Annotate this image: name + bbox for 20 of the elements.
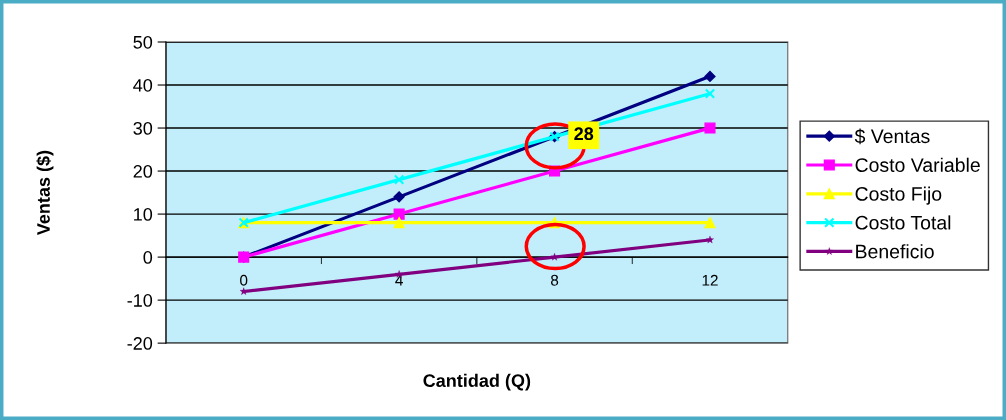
y-tick-label: 40 [133,78,153,92]
y-tick-label: -20 [127,337,153,350]
x-tick-label: 0 [240,274,248,286]
y-tick-label: -10 [127,294,153,307]
x-axis-title: Cantidad (Q) [423,373,531,391]
y-tick-label: 20 [133,164,153,178]
y-tick-label: 10 [134,208,153,221]
x-tick-label: 4 [395,275,403,286]
x-tick-label: 8 [550,274,559,286]
legend-label: $ Ventas [854,128,930,145]
y-tick-label: 0 [143,251,153,264]
legend-label: Costo Variable [855,157,980,172]
y-tick-label: 50 [133,35,153,49]
legend-label: Costo Total [855,215,951,230]
y-axis-title: Ventas ($) [36,150,54,236]
annotation: 28 [574,127,594,141]
legend-label: Costo Fijo [855,186,942,205]
legend-label: Beneficio [856,244,934,259]
y-tick-label: 30 [133,121,153,135]
x-tick-label: 12 [702,274,718,286]
